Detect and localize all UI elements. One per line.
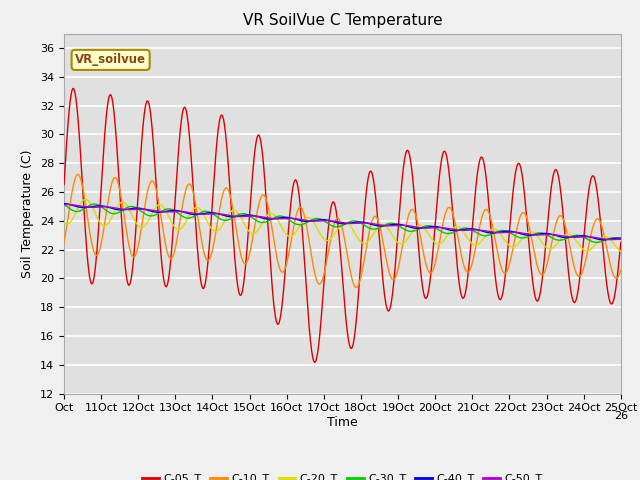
Legend: C-05_T, C-10_T, C-20_T, C-30_T, C-40_T, C-50_T: C-05_T, C-10_T, C-20_T, C-30_T, C-40_T, …	[138, 469, 547, 480]
Title: VR SoilVue C Temperature: VR SoilVue C Temperature	[243, 13, 442, 28]
Y-axis label: Soil Temperature (C): Soil Temperature (C)	[22, 149, 35, 278]
Text: VR_soilvue: VR_soilvue	[75, 53, 146, 66]
X-axis label: Time: Time	[327, 416, 358, 429]
Text: 26: 26	[614, 410, 628, 420]
